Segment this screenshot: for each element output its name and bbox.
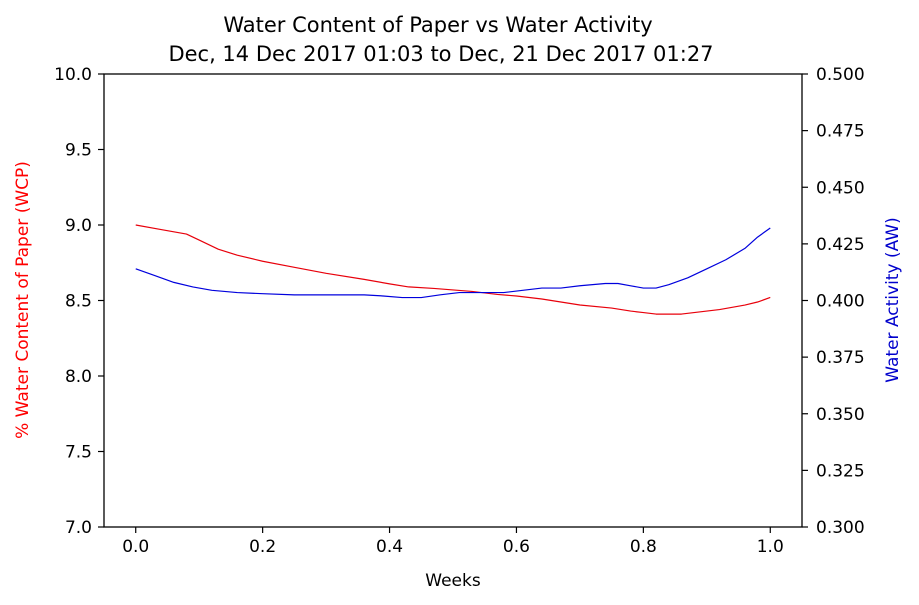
- y-left-tick-label: 8.5: [65, 292, 92, 312]
- x-tick-label: 0.4: [376, 537, 403, 557]
- x-tick-label: 0.0: [122, 537, 149, 557]
- y-right-tick-label: 0.300: [816, 518, 865, 538]
- water-activity-line: [136, 228, 771, 298]
- y-left-tick-label: 9.0: [65, 216, 92, 236]
- y-right-tick-label: 0.425: [816, 235, 865, 255]
- y-right-axis-ticks: 0.300 0.325 0.350 0.375 0.400 0.425 0.450 0.475…: [802, 65, 865, 538]
- y-right-tick-label: 0.325: [816, 461, 865, 481]
- y-left-tick-label: 10.0: [54, 65, 92, 85]
- plot-frame: [104, 74, 802, 527]
- chart-title: Water Content of Paper vs Water Activity: [223, 13, 652, 37]
- y-right-tick-label: 0.400: [816, 292, 865, 312]
- y-left-axis-label: % Water Content of Paper (WCP): [13, 161, 33, 439]
- y-left-tick-label: 8.0: [65, 367, 92, 387]
- series-layer: [136, 225, 771, 314]
- y-right-tick-label: 0.500: [816, 65, 865, 85]
- x-tick-label: 0.8: [630, 537, 657, 557]
- y-left-axis-ticks: 7.0 7.5 8.0 8.5 9.0 9.5 10.0: [54, 65, 104, 538]
- y-right-tick-label: 0.375: [816, 348, 865, 368]
- x-tick-label: 0.6: [503, 537, 530, 557]
- x-tick-label: 0.2: [249, 537, 276, 557]
- y-left-tick-label: 7.0: [65, 518, 92, 538]
- x-tick-label: 1.0: [757, 537, 784, 557]
- water-content-line: [136, 225, 771, 314]
- y-left-tick-label: 7.5: [65, 443, 92, 463]
- chart-subtitle: Dec, 14 Dec 2017 01:03 to Dec, 21 Dec 20…: [168, 42, 713, 66]
- y-right-tick-label: 0.475: [816, 122, 865, 142]
- y-right-tick-label: 0.450: [816, 178, 865, 198]
- x-axis-ticks: 0.0 0.2 0.4 0.6 0.8 1.0: [122, 527, 784, 557]
- x-axis-label: Weeks: [425, 571, 481, 591]
- y-left-tick-label: 9.5: [65, 141, 92, 161]
- y-right-axis-label: Water Activity (AW): [883, 217, 903, 382]
- y-right-tick-label: 0.350: [816, 405, 865, 425]
